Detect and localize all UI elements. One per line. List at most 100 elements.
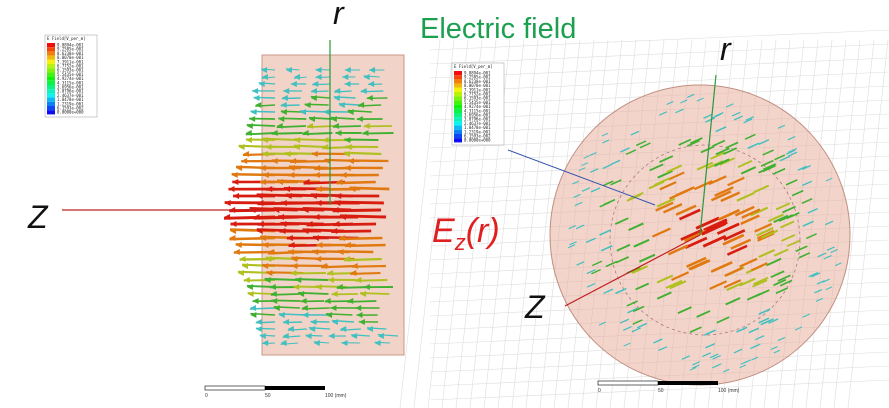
arrow-head: [377, 333, 384, 339]
arrow: [758, 166, 772, 174]
field-arrows: [223, 67, 842, 373]
arrow-head: [313, 172, 320, 178]
arrow: [671, 271, 690, 281]
arrow: [659, 111, 668, 116]
arrow: [773, 349, 781, 354]
arrow-head: [230, 228, 237, 234]
arrow: [293, 76, 307, 79]
title: Electric field: [420, 13, 576, 45]
arrow-head: [356, 116, 363, 122]
arrow-head: [331, 228, 338, 234]
arrow-head: [283, 88, 290, 94]
arrow-head: [261, 151, 268, 157]
arrow-head: [330, 305, 337, 311]
arrow-head: [266, 270, 273, 276]
scale-bar: [597, 380, 659, 386]
legend-value: 7.3911e-001: [57, 59, 84, 64]
arrow: [748, 327, 760, 334]
arrow-head: [330, 116, 337, 122]
arrow: [761, 229, 779, 239]
arrow-head: [344, 165, 351, 171]
arrow-head: [283, 319, 290, 325]
arrow-head: [260, 235, 267, 241]
arrow: [802, 313, 810, 318]
arrow-head: [269, 284, 276, 290]
arrow: [666, 164, 683, 174]
arrow: [572, 180, 580, 185]
arrow: [744, 133, 756, 140]
arrow: [746, 292, 762, 301]
arrow-head: [340, 172, 347, 178]
legend-swatch: [454, 134, 462, 139]
arrow: [714, 186, 734, 197]
arrow: [695, 216, 720, 230]
arrow: [567, 244, 576, 249]
arrow: [823, 254, 832, 260]
scale-bar: [658, 381, 718, 385]
arrow: [667, 244, 689, 256]
arrow: [777, 274, 791, 282]
arrow: [733, 115, 743, 121]
arrow: [733, 348, 743, 354]
arrow: [715, 147, 730, 156]
arrow: [770, 270, 785, 279]
arrow-head: [368, 81, 375, 87]
arrow: [598, 321, 606, 326]
arrow: [724, 266, 744, 277]
arrow: [795, 245, 808, 253]
arrow: [716, 316, 730, 324]
legend-swatch: [454, 129, 462, 134]
grid-line: [511, 39, 553, 408]
arrow: [773, 167, 786, 175]
arrow: [757, 229, 775, 240]
arrow-head: [315, 200, 322, 206]
arrow-head: [339, 214, 346, 220]
arrow: [600, 245, 613, 252]
arrow: [788, 147, 798, 153]
arrow-head: [246, 123, 253, 129]
arrow-head: [326, 312, 333, 318]
arrow-head: [327, 270, 334, 276]
arrow: [704, 329, 716, 336]
arrow: [830, 248, 838, 254]
arrow-head: [344, 137, 351, 143]
arrow: [343, 151, 382, 156]
arrow-head: [327, 277, 334, 283]
arrow: [757, 232, 775, 242]
arrow: [725, 141, 739, 149]
arrow-head: [322, 144, 329, 150]
arrow: [726, 281, 744, 292]
scale-bar: [204, 385, 266, 391]
arrow: [603, 288, 614, 295]
arrow-head: [334, 200, 341, 206]
arrow: [681, 355, 690, 360]
arrow-head: [259, 333, 266, 339]
arrow: [689, 259, 711, 271]
arrow: [233, 250, 276, 254]
legend-swatch: [454, 125, 462, 130]
arrow: [716, 222, 740, 235]
arrow: [585, 237, 596, 244]
arrow: [777, 124, 786, 129]
legend-swatch: [454, 83, 462, 88]
legend-swatch: [47, 59, 55, 64]
legend-swatch: [47, 97, 55, 102]
arrow: [762, 149, 774, 156]
arrow-head: [277, 179, 284, 185]
arrow: [806, 233, 817, 240]
grid-line: [847, 39, 889, 408]
arrow-head: [347, 109, 354, 115]
arrow-head: [338, 102, 345, 108]
arrow-head: [288, 165, 295, 171]
arrow: [747, 142, 760, 149]
arrow: [635, 140, 647, 147]
arrow: [750, 206, 769, 217]
arrow-head: [247, 291, 254, 297]
arrow-head: [338, 235, 345, 241]
arrow-head: [235, 242, 242, 248]
arrow: [701, 222, 727, 236]
arrow-head: [290, 158, 297, 164]
legend-value: 0.0000e+000: [464, 138, 491, 143]
arrow-head: [363, 74, 370, 80]
legend-swatch: [47, 80, 55, 85]
